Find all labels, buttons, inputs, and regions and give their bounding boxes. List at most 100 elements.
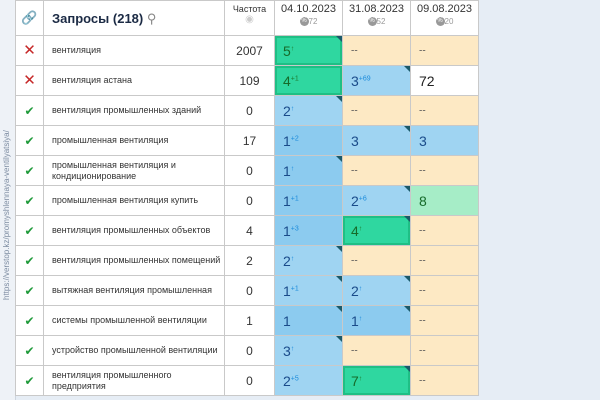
position-value: --: [419, 165, 426, 177]
position-value: 2: [351, 192, 359, 209]
check-icon[interactable]: ✔: [15, 215, 44, 246]
date-percent: 20: [444, 17, 454, 26]
position-cell[interactable]: --: [342, 335, 411, 366]
table-row[interactable]: ✔ системы промышленной вентиляции 1 1 1↑ --: [15, 305, 479, 336]
position-change: +5: [290, 374, 299, 382]
table-row[interactable]: ✔ промышленная вентиляция 17 1+2 3 3: [15, 125, 479, 156]
position-cell[interactable]: 1: [274, 305, 343, 336]
cross-icon[interactable]: ✕: [15, 35, 44, 66]
frequency-value: 1: [224, 305, 275, 336]
position-value: --: [351, 255, 358, 267]
position-cell[interactable]: 8: [410, 185, 479, 216]
check-icon[interactable]: ✔: [15, 305, 44, 336]
globe-icon: ◉: [245, 14, 254, 25]
position-value: 1: [283, 222, 291, 239]
table-row[interactable]: ✔ вентиляция промышленных объектов 4 1+3 4↑ -…: [15, 215, 479, 246]
position-cell[interactable]: 3: [410, 125, 479, 156]
check-icon[interactable]: ✔: [15, 335, 44, 366]
table-row[interactable]: ✕ вентиляция астана 109 4+1 3+69 72: [15, 65, 479, 96]
queries-header[interactable]: Запросы (218) ⚲: [43, 0, 225, 36]
position-cell[interactable]: 1↑: [342, 305, 411, 336]
query-text: вентиляция промышленного предприятия: [43, 365, 225, 396]
check-icon[interactable]: ✔: [15, 275, 44, 306]
position-change: +1: [290, 74, 299, 82]
position-cell[interactable]: 3: [342, 125, 411, 156]
position-cell[interactable]: 1+2: [274, 125, 343, 156]
check-icon[interactable]: ✔: [15, 365, 44, 396]
search-icon[interactable]: ⚲: [146, 10, 157, 26]
position-cell[interactable]: 1+3: [274, 215, 343, 246]
table-row[interactable]: ✔ промышленная вентиляция и кондициониров…: [15, 155, 479, 186]
position-cell[interactable]: 2↑: [274, 245, 343, 276]
position-value: 3: [351, 132, 359, 149]
frequency-label: Частота: [232, 4, 267, 14]
table-row[interactable]: ✔ устройство промышленной вентиляции 0 3↑ --…: [15, 335, 479, 366]
date-header[interactable]: 09.08.2023% 20: [410, 0, 479, 36]
check-icon[interactable]: ✔: [15, 155, 44, 186]
position-cell[interactable]: --: [342, 245, 411, 276]
position-cell[interactable]: 1+1: [274, 275, 343, 306]
table-row[interactable]: ✕ вентиляция 2007 5↑ -- --: [15, 35, 479, 66]
position-cell[interactable]: --: [410, 95, 479, 126]
date-label: 31.08.2023: [348, 3, 405, 15]
position-value: 3: [283, 342, 291, 359]
query-text: системы промышленной вентиляции: [43, 305, 225, 336]
frequency-header[interactable]: Частота ◉: [224, 0, 275, 36]
position-cell[interactable]: 72: [410, 65, 479, 96]
position-cell[interactable]: 3+69: [342, 65, 411, 96]
position-cell[interactable]: 2↑: [274, 95, 343, 126]
position-cell[interactable]: --: [410, 35, 479, 66]
position-cell[interactable]: --: [410, 275, 479, 306]
position-cell[interactable]: --: [410, 155, 479, 186]
position-cell[interactable]: --: [342, 35, 411, 66]
check-icon[interactable]: ✔: [15, 245, 44, 276]
position-value: 2: [283, 372, 291, 389]
position-cell[interactable]: 1+1: [274, 185, 343, 216]
position-cell[interactable]: --: [410, 335, 479, 366]
date-header[interactable]: 04.10.2023% 72: [274, 0, 343, 36]
position-value: 8: [419, 192, 427, 209]
position-cell[interactable]: --: [410, 305, 479, 336]
position-cell[interactable]: --: [342, 155, 411, 186]
queries-title: Запросы (218): [52, 10, 144, 26]
position-cell[interactable]: --: [342, 95, 411, 126]
date-percent: 72: [308, 17, 318, 26]
link-icon[interactable]: 🔗: [15, 0, 44, 36]
table-row[interactable]: ✔ вентиляция промышленного предприятия 0 2+…: [15, 365, 479, 396]
position-change: +6: [358, 194, 367, 202]
position-cell[interactable]: --: [410, 245, 479, 276]
position-cell[interactable]: 2+6: [342, 185, 411, 216]
position-value: 1: [351, 312, 359, 329]
table-row[interactable]: ✔ вентиляция промышленных зданий 0 2↑ -- --: [15, 95, 479, 126]
check-icon[interactable]: ✔: [15, 95, 44, 126]
position-cell[interactable]: --: [410, 215, 479, 246]
date-header[interactable]: 31.08.2023% 52: [342, 0, 411, 36]
position-cell[interactable]: 7↑: [342, 365, 411, 396]
position-value: --: [419, 255, 426, 267]
position-cell[interactable]: 5↑: [274, 35, 343, 66]
position-value: --: [419, 285, 426, 297]
position-cell[interactable]: --: [410, 365, 479, 396]
query-text: вентиляция: [43, 35, 225, 66]
position-value: --: [419, 225, 426, 237]
position-cell[interactable]: 1↑: [274, 155, 343, 186]
frequency-value: 4: [224, 215, 275, 246]
position-cell[interactable]: 3↑: [274, 335, 343, 366]
position-cell[interactable]: 2+5: [274, 365, 343, 396]
percent-icon: %: [367, 16, 377, 26]
position-value: --: [351, 345, 358, 357]
position-value: --: [351, 165, 358, 177]
table-row[interactable]: ✔ вытяжная вентиляция промышленная 0 1+1 2↑ -…: [15, 275, 479, 306]
table-row[interactable]: ✔ вентиляция промышленных помещений 2 2↑ -- -…: [15, 245, 479, 276]
check-icon[interactable]: ✔: [15, 185, 44, 216]
position-cell[interactable]: 4+1: [274, 65, 343, 96]
check-icon[interactable]: ✔: [15, 125, 44, 156]
position-value: --: [419, 345, 426, 357]
cross-icon[interactable]: ✕: [15, 65, 44, 96]
position-cell[interactable]: 4↑: [342, 215, 411, 246]
query-text: промышленная вентиляция и кондиционирова…: [43, 155, 225, 186]
position-cell[interactable]: 2↑: [342, 275, 411, 306]
position-value: --: [351, 45, 358, 57]
position-value: 5: [283, 42, 291, 59]
table-row[interactable]: ✔ промышленная вентиляция купить 0 1+1 2+6 8: [15, 185, 479, 216]
